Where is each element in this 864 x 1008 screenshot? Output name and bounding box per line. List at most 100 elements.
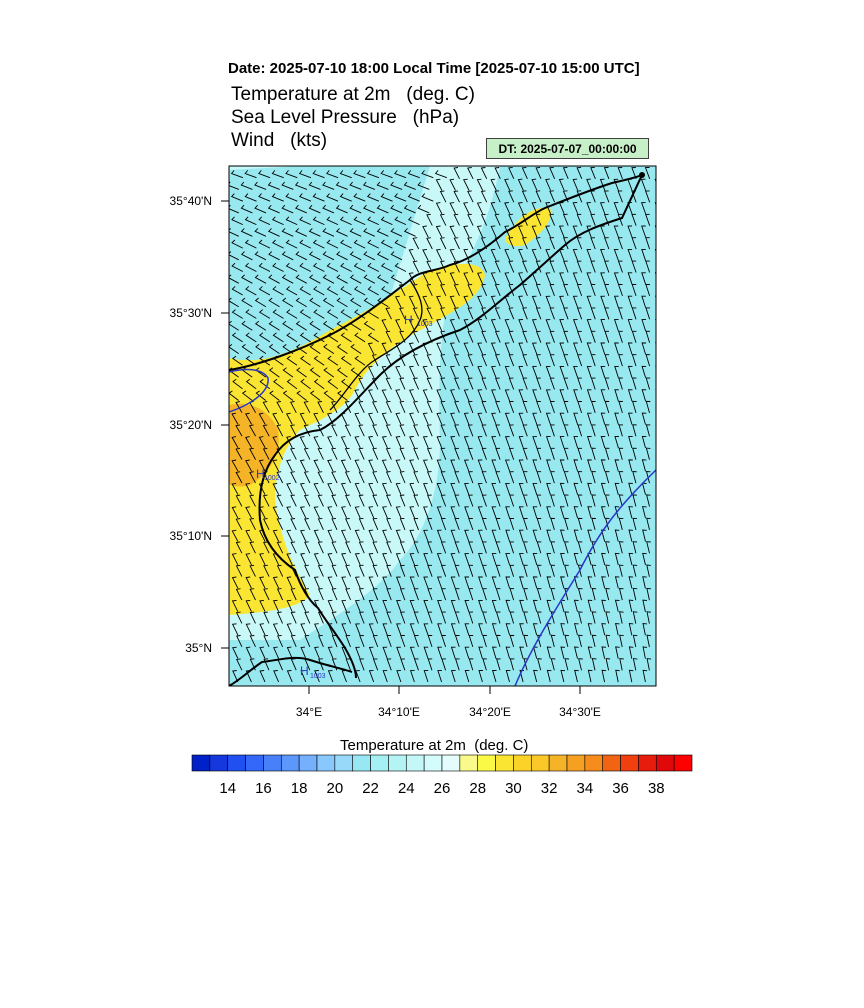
wind-barb [587,646,593,659]
wind-barb [572,248,579,261]
wind-barb [577,541,583,554]
wind-barb [586,295,592,308]
wind-barb [263,634,270,647]
wind-barb [522,401,528,414]
wind-barb [380,262,393,272]
wind-barb [363,228,375,237]
wind-barb [317,588,324,601]
wind-barb [572,225,579,238]
wind-barb [358,588,365,601]
wind-barb [409,436,416,449]
wind-barb [326,239,339,249]
wind-barb [613,248,619,261]
wind-barb [491,412,497,425]
wind-barb [601,552,606,566]
wind-barb [518,389,524,402]
wind-barb [577,377,583,390]
wind-barb [303,494,311,507]
wind-barb [601,529,606,542]
wind-barb [358,541,365,554]
wind-barb [453,354,460,367]
wind-barb [399,517,406,531]
wind-barb [477,342,484,355]
colorbar-label: 28 [469,780,487,797]
wind-barb [423,599,429,612]
wind-barb [340,355,352,366]
wind-barb [296,390,307,401]
wind-barb [341,553,348,566]
wind-barb [385,400,392,413]
wind-barb [427,635,433,648]
wind-barb [601,669,607,683]
wind-barb [632,447,637,460]
wind-barb [464,670,470,683]
wind-barb [504,436,511,449]
wind-barb [615,622,620,636]
wind-barb [490,295,497,308]
wind-barb [477,459,483,472]
wind-barb [263,611,270,624]
wind-barb [549,237,556,250]
wind-barb [331,634,338,648]
wind-barb [345,588,352,601]
wind-barb [422,319,429,332]
lat-label-3: 35°20'N [170,418,212,432]
wind-barb [229,274,240,284]
wind-barb [249,588,256,601]
wind-barb [504,178,511,191]
wind-barb [399,400,406,413]
wind-barb [495,494,501,507]
wind-barb [605,658,611,671]
wind-barb [422,436,429,449]
wind-barb [299,286,311,296]
wind-barb [440,400,447,413]
wind-barb [385,307,392,320]
colorbar-label: 38 [647,780,665,797]
wind-barb [399,424,406,437]
wind-barb [627,272,633,285]
wind-barb [336,297,348,308]
wind-barb [262,447,270,460]
wind-barb [573,482,579,495]
wind-barb [395,482,402,495]
wind-barb [244,216,257,226]
wind-barb [536,471,542,484]
wind-barb [273,378,284,390]
colorbar-box [602,754,621,772]
wind-barb [344,424,352,437]
wind-barb [550,658,556,671]
wind-barb [372,611,379,624]
colorbar-box [441,754,461,772]
wind-barb [354,529,361,542]
wind-barb [464,529,470,542]
north-coastline [229,174,643,371]
wind-barb [628,599,634,612]
wind-barb [385,330,392,343]
colorbar-box [298,754,318,772]
lon-label-4: 34°30'E [559,705,601,719]
wind-barb [577,471,583,484]
wind-barb [531,202,538,215]
wind-barb [603,167,610,180]
wind-barb [454,564,460,577]
wind-barb [245,529,252,542]
wind-barb [436,506,443,519]
wind-barb [400,611,406,624]
wind-barb [655,506,656,508]
wind-variable-label: Wind (kts) [231,130,328,151]
wind-barb [286,412,293,425]
wind-barb [249,611,256,624]
wind-barb [562,166,569,179]
wind-barb [382,506,388,519]
wind-barb [386,588,392,601]
wind-barb [531,178,538,191]
wind-barb [408,295,416,308]
wind-barb [282,344,294,354]
wind-barb [628,529,634,542]
wind-barb [509,611,515,624]
wind-barb [559,529,565,542]
wind-barb [286,670,293,683]
wind-barb [268,274,280,284]
wind-barb [386,635,392,648]
wind-barb [327,436,334,449]
